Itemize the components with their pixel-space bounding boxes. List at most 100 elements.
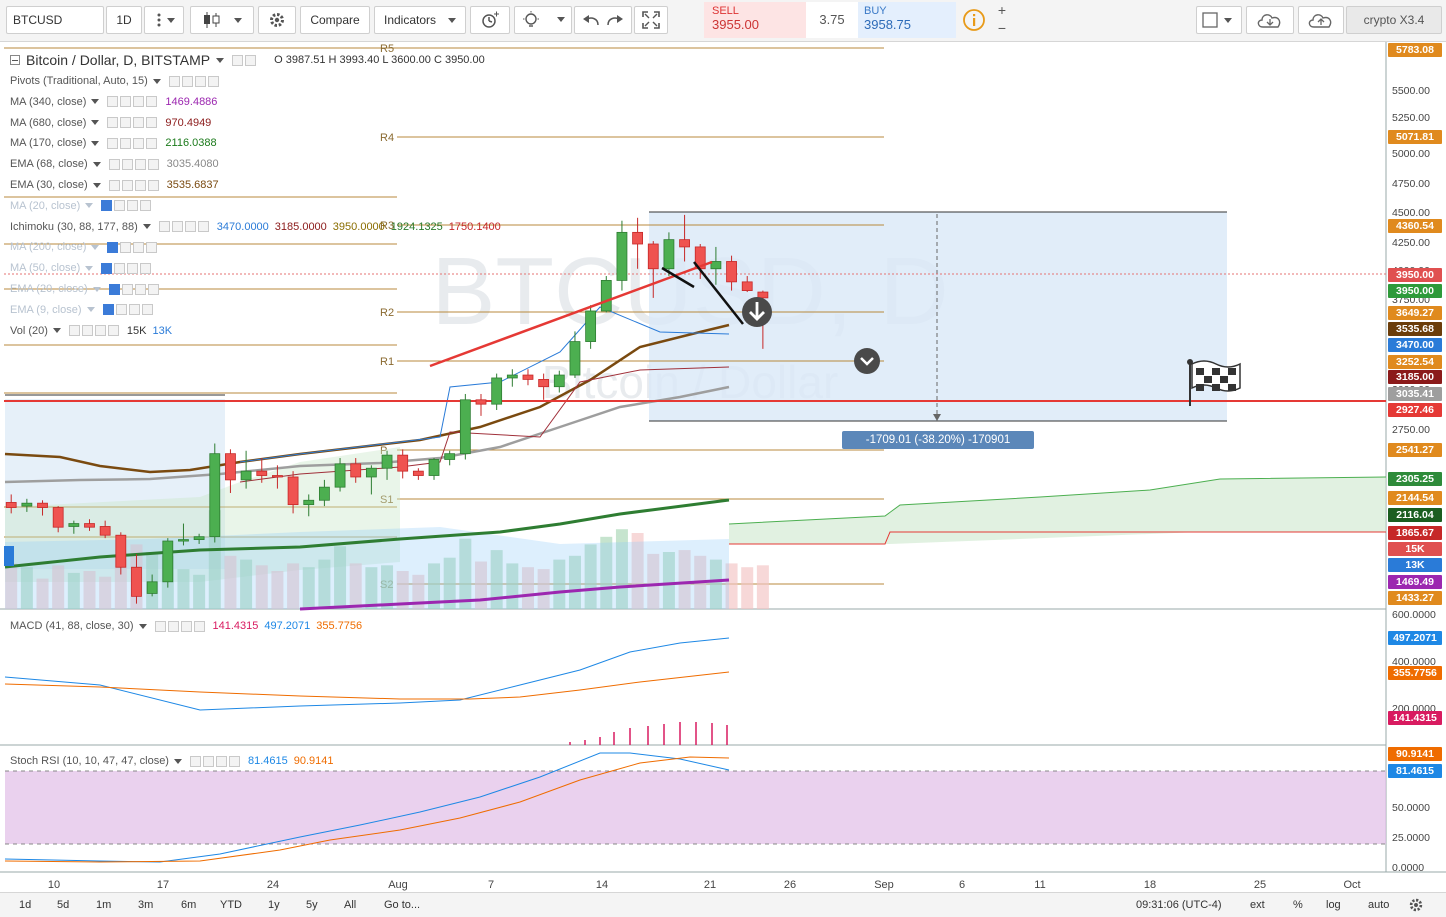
- chevron-down-icon[interactable]: [85, 265, 94, 271]
- settings-button[interactable]: [1408, 897, 1424, 916]
- minus-icon[interactable]: −: [997, 20, 1007, 36]
- range-button-1d[interactable]: 1d: [19, 899, 32, 911]
- chevron-down-icon[interactable]: [92, 182, 101, 188]
- chevron-down-icon[interactable]: [142, 224, 151, 230]
- legend-buttons[interactable]: [189, 755, 240, 767]
- more-vertical-icon: [157, 13, 175, 27]
- candle-body: [209, 453, 221, 538]
- volume-bar: [36, 578, 49, 609]
- chart-type-button[interactable]: [190, 6, 254, 34]
- indicator-value: 3035.4080: [166, 158, 219, 171]
- info-button[interactable]: [960, 6, 988, 34]
- interval-button[interactable]: 1D: [106, 6, 142, 34]
- range-button-5y[interactable]: 5y: [306, 899, 318, 911]
- percent-toggle[interactable]: %: [1293, 899, 1303, 911]
- legend-buttons[interactable]: [101, 262, 152, 274]
- indicator-label: MA (340, close): [10, 95, 87, 108]
- layout-name-button[interactable]: crypto X3.4: [1346, 6, 1442, 34]
- drawn-line: [661, 266, 695, 289]
- chevron-down-icon[interactable]: [86, 307, 95, 313]
- symbol-text: BTCUSD: [13, 13, 63, 27]
- chevron-down-icon[interactable]: [85, 203, 94, 209]
- chevron-down-icon[interactable]: [92, 161, 101, 167]
- range-button-5d[interactable]: 5d: [57, 899, 70, 911]
- flag-icon: [1228, 368, 1236, 375]
- ideas-button[interactable]: [514, 6, 572, 34]
- legend-buttons[interactable]: [158, 221, 209, 233]
- ichimoku-kijun: [239, 366, 730, 483]
- candle-body: [350, 463, 362, 478]
- chevron-down-icon[interactable]: [138, 623, 147, 629]
- range-button-6m[interactable]: 6m: [181, 899, 197, 911]
- chevron-down-icon[interactable]: [216, 57, 225, 63]
- chart-canvas[interactable]: BTCUSD, DBitcoin / DollarR5R4R3R2R1PS1S2: [0, 42, 1446, 892]
- legend-buttons[interactable]: [108, 158, 159, 170]
- candle-body: [506, 374, 518, 379]
- auto-toggle[interactable]: auto: [1368, 899, 1390, 911]
- legend-buttons[interactable]: [101, 200, 152, 212]
- chevron-down-icon[interactable]: [91, 120, 100, 126]
- log-toggle[interactable]: log: [1326, 899, 1341, 911]
- symbol-search-input[interactable]: BTCUSD: [6, 6, 104, 34]
- layout-select-button[interactable]: [1196, 6, 1242, 34]
- volume-bar: [224, 555, 237, 609]
- volume-bar: [741, 567, 754, 609]
- range-button-all[interactable]: All: [344, 899, 357, 911]
- candle-body: [726, 261, 737, 283]
- chevron-down-icon[interactable]: [173, 758, 182, 764]
- save-layout-button[interactable]: [1298, 6, 1344, 34]
- indicators-button[interactable]: Indicators: [374, 6, 466, 34]
- chevron-down-icon[interactable]: [91, 99, 100, 105]
- legend-buttons[interactable]: [108, 283, 159, 295]
- macd-hist-value: 141.4315: [212, 620, 259, 632]
- candle-body: [131, 566, 142, 597]
- fullscreen-button[interactable]: [634, 6, 668, 34]
- ichimoku-span-a: [728, 476, 1387, 525]
- settings-button[interactable]: [258, 6, 296, 34]
- chevron-down-icon[interactable]: [92, 286, 101, 292]
- legend-buttons[interactable]: [232, 54, 257, 66]
- price-tag: 1865.67: [1388, 526, 1442, 540]
- range-button-ytd[interactable]: YTD: [220, 899, 242, 911]
- redo-icon[interactable]: [606, 13, 624, 27]
- price-tag: 3252.54: [1388, 355, 1442, 369]
- chart-area[interactable]: BTCUSD, DBitcoin / DollarR5R4R3R2R1PS1S2…: [0, 42, 1446, 892]
- buy-button[interactable]: BUY 3958.75: [858, 2, 956, 38]
- indicator-legend: EMA (68, close) 3035.4080: [10, 156, 225, 172]
- time-tick: Oct: [1343, 879, 1361, 891]
- volume-bar: [600, 536, 613, 609]
- chevron-down-icon[interactable]: [91, 140, 100, 146]
- interval-menu-button[interactable]: [144, 6, 184, 34]
- legend-buttons[interactable]: [168, 75, 219, 87]
- sell-button[interactable]: SELL 3955.00: [704, 2, 806, 38]
- chevron-down-icon[interactable]: [152, 78, 161, 84]
- undo-icon[interactable]: [582, 13, 600, 27]
- legend-buttons[interactable]: [154, 620, 205, 632]
- time-tick: 14: [595, 879, 609, 891]
- legend-buttons[interactable]: [108, 179, 159, 191]
- chevron-down-icon[interactable]: [91, 244, 100, 250]
- plus-icon[interactable]: +: [997, 2, 1007, 18]
- legend-buttons[interactable]: [102, 304, 153, 316]
- indicator-value: 3185.0000: [274, 220, 327, 233]
- indicator-value: 13K: [152, 324, 173, 337]
- legend-buttons[interactable]: [107, 241, 158, 253]
- legend-buttons[interactable]: [68, 325, 119, 337]
- range-button-1m[interactable]: 1m: [96, 899, 112, 911]
- legend-buttons[interactable]: [107, 137, 158, 149]
- candle-body: [412, 470, 424, 476]
- chevron-down-icon[interactable]: [52, 328, 61, 334]
- range-button-1y[interactable]: 1y: [268, 899, 280, 911]
- ext-toggle[interactable]: ext: [1250, 899, 1265, 911]
- volume-bar: [459, 538, 472, 609]
- collapse-legend-icon[interactable]: [10, 55, 20, 65]
- alert-button[interactable]: [470, 6, 510, 34]
- candle-body: [616, 231, 628, 281]
- legend-buttons[interactable]: [107, 117, 158, 129]
- candle-body: [428, 459, 440, 476]
- legend-buttons[interactable]: [107, 96, 158, 108]
- range-button-goto[interactable]: Go to...: [384, 899, 421, 911]
- compare-button[interactable]: Compare: [300, 6, 370, 34]
- range-button-3m[interactable]: 3m: [138, 899, 154, 911]
- load-layout-button[interactable]: [1246, 6, 1294, 34]
